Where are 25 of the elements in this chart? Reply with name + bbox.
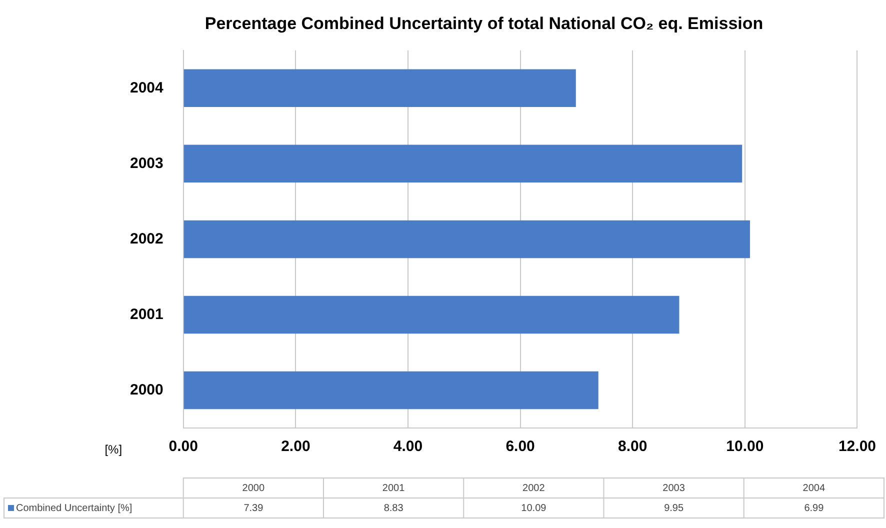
category-label: 2004 bbox=[802, 482, 826, 494]
x-tick-label: 8.00 bbox=[618, 438, 648, 456]
y-tick-label: 2003 bbox=[130, 154, 164, 172]
x-tick-label: 6.00 bbox=[506, 438, 535, 456]
legend-label: Combined Uncertainty [%] bbox=[16, 502, 132, 514]
y-tick-label: 2000 bbox=[130, 381, 164, 398]
x-tick-label: 12.00 bbox=[838, 438, 876, 456]
y-tick-label: 2002 bbox=[130, 230, 164, 248]
text: 8.83 bbox=[384, 502, 404, 514]
x-tick-label: 2.00 bbox=[281, 438, 310, 456]
text: 6.99 bbox=[804, 502, 824, 514]
category-label: 2000 bbox=[242, 482, 265, 494]
text: 7.39 bbox=[244, 502, 264, 514]
x-tick-label: 4.00 bbox=[393, 438, 423, 456]
y-tick-label: 2001 bbox=[130, 306, 164, 323]
category-label: 2003 bbox=[662, 482, 685, 494]
x-tick-label: 10.00 bbox=[726, 438, 764, 456]
x-tick-label: 0.00 bbox=[168, 438, 198, 456]
text: 9.95 bbox=[664, 502, 684, 514]
category-label: 2001 bbox=[382, 482, 405, 494]
chart-title: Percentage Combined Uncertainty of total National CO₂ eq. Emission bbox=[204, 14, 764, 33]
text: 10.09 bbox=[521, 502, 547, 514]
category-label: 2002 bbox=[522, 482, 545, 494]
x-axis-title: [%] bbox=[104, 442, 122, 456]
y-tick-label: 2004 bbox=[130, 79, 164, 96]
